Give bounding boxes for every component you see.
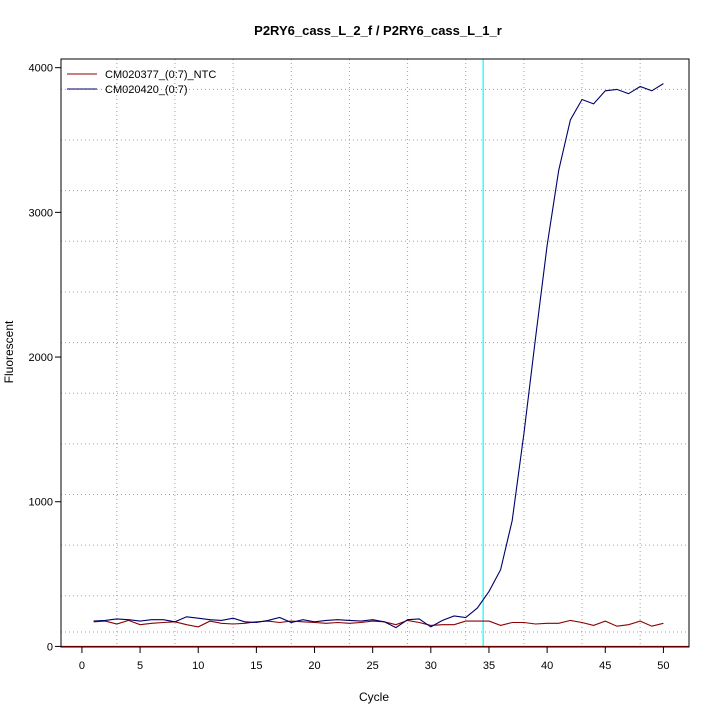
axes: 0 5 10 15 20 25 30 35 40 45 50 0 1000 2000 3000 4000: [29, 63, 670, 672]
y-tick-label: 3000: [29, 207, 53, 219]
grid: [61, 59, 689, 647]
x-tick-label: 35: [483, 660, 495, 672]
x-tick-label: 10: [192, 660, 204, 672]
x-tick-label: 0: [79, 660, 85, 672]
y-tick-label: 0: [47, 641, 53, 653]
x-tick-label: 45: [599, 660, 611, 672]
x-tick-label: 5: [137, 660, 143, 672]
chart-title: P2RY6_cass_L_2_f / P2RY6_cass_L_1_r: [254, 23, 502, 38]
x-tick-label: 50: [657, 660, 669, 672]
y-tick-label: 4000: [29, 63, 53, 75]
x-tick-label: 15: [250, 660, 262, 672]
x-tick-label: 25: [367, 660, 379, 672]
x-tick-label: 40: [541, 660, 553, 672]
legend-label-2: CM020420_(0:7): [105, 84, 188, 96]
x-tick-label: 30: [425, 660, 437, 672]
plot-frame: [60, 58, 690, 648]
series-lines: [93, 83, 664, 629]
y-tick-label: 1000: [29, 497, 53, 509]
legend: CM020377_(0:7)_NTC CM020420_(0:7): [67, 69, 216, 96]
legend-label-1: CM020377_(0:7)_NTC: [105, 69, 216, 81]
x-tick-label: 20: [308, 660, 320, 672]
y-axis-title: Fluorescent: [2, 320, 16, 383]
series-line-2: [93, 83, 664, 629]
y-tick-label: 2000: [29, 352, 53, 364]
reference-lines: [61, 59, 689, 647]
series-line-1: [93, 619, 664, 628]
x-axis-title: Cycle: [359, 690, 389, 704]
